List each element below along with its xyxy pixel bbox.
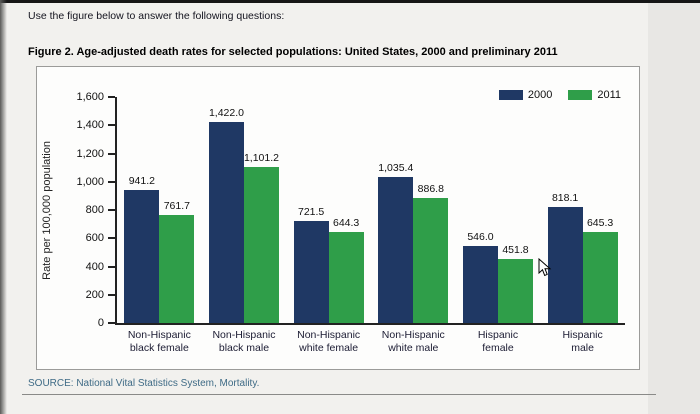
bar-value-label: 818.1	[551, 192, 579, 205]
category-label: Non-Hispanic black male	[212, 329, 276, 355]
y-tick-mark	[108, 293, 115, 296]
bar-2011: 645.3	[582, 217, 618, 323]
bar-group: 1,422.0 1,101.2 Non-Hispanic black male	[209, 97, 279, 354]
category-label: Non-Hispanic white female	[297, 329, 361, 355]
y-axis-tick: 600	[45, 232, 115, 244]
page-right-margin	[648, 3, 700, 414]
source-text: SOURCE: National Vital Statistics System…	[28, 378, 260, 389]
chart-legend: 2000 2011	[498, 89, 621, 101]
bar-2000: 941.2	[124, 175, 160, 323]
y-tick-mark	[108, 152, 115, 155]
y-tick-label: 200	[85, 288, 104, 301]
mouse-cursor-icon	[538, 258, 552, 277]
bar-group: 1,035.4 886.8 Non-Hispanic white male	[378, 97, 449, 354]
y-tick-label: 1,600	[76, 91, 104, 103]
y-axis-tick: 1,000	[45, 176, 115, 188]
divider-line	[22, 394, 656, 395]
bar-2011: 761.7	[159, 200, 195, 323]
category-label: Hispanic male	[562, 329, 603, 355]
legend-item-2000: 2000	[498, 89, 553, 101]
screen-left-edge	[0, 0, 7, 414]
legend-item-2011: 2011	[568, 89, 621, 101]
y-axis-ticks: 1,600 1,400 1,200 1,000 800 600 400 200 0	[45, 91, 115, 329]
bar-2000: 818.1	[547, 192, 583, 323]
y-tick-mark	[108, 209, 115, 211]
y-tick-label: 1,200	[76, 147, 104, 160]
bar-value-label: 1,422.0	[208, 107, 245, 120]
bar-2011: 886.8	[413, 183, 449, 323]
y-tick-label: 0	[97, 317, 104, 329]
bar-group: 721.5 644.3 Non-Hispanic white female	[293, 97, 364, 354]
y-tick-label: 400	[85, 260, 104, 273]
bar-2011: 644.3	[328, 217, 364, 323]
y-tick-mark	[108, 124, 115, 127]
category-label: Hispanic female	[477, 329, 519, 355]
y-axis-tick: 1,200	[45, 148, 115, 160]
bar-value-label: 451.8	[502, 244, 529, 257]
bar-group: 818.1 645.3 Hispanic male	[547, 97, 618, 354]
bar-group: 941.2 761.7 Non-Hispanic black female	[124, 97, 195, 354]
y-tick-mark	[108, 96, 115, 98]
plot-area: 1,600 1,400 1,200 1,000 800 600 400 200 0 941.2 7…	[76, 91, 625, 354]
legend-swatch-icon	[498, 90, 523, 100]
bar-value-label: 721.5	[298, 206, 325, 219]
y-axis-tick: 800	[45, 204, 115, 216]
legend-label: 2000	[527, 89, 553, 101]
y-tick-label: 1,400	[76, 119, 104, 132]
y-axis-tick: 1,600	[45, 91, 115, 103]
bar-2000: 1,422.0	[209, 107, 244, 323]
category-label: Non-Hispanic white male	[381, 329, 445, 355]
bar-2011: 451.8	[497, 244, 533, 323]
y-tick-label: 600	[85, 232, 104, 245]
bars-row: 941.2 761.7 Non-Hispanic black female 1,422.…	[117, 97, 625, 354]
y-axis-tick: 200	[45, 289, 115, 301]
y-axis-tick: 1,400	[45, 119, 115, 131]
legend-label: 2011	[597, 89, 621, 101]
bar-value-label: 886.8	[417, 182, 444, 195]
bar-value-label: 645.3	[586, 216, 614, 229]
y-tick-mark	[108, 322, 115, 324]
category-label: Non-Hispanic black female	[127, 329, 191, 355]
y-tick-mark	[108, 180, 115, 183]
bar-value-label: 1,035.4	[378, 161, 414, 174]
screen-top-edge	[0, 0, 700, 3]
chart-panel: 2000 2011 Rate per 100,000 population 1,6…	[36, 66, 640, 370]
y-tick-label: 800	[85, 204, 104, 216]
bar-value-label: 761.7	[163, 200, 190, 213]
bar-value-label: 1,101.2	[243, 152, 280, 165]
bar-2000: 1,035.4	[378, 162, 413, 323]
figure-title: Figure 2. Age-adjusted death rates for s…	[28, 46, 558, 58]
bar-value-label: 546.0	[467, 230, 494, 243]
bar-value-label: 941.2	[128, 175, 155, 188]
bar-value-label: 644.3	[333, 217, 360, 229]
legend-swatch-icon	[568, 90, 593, 100]
y-axis-tick: 0	[45, 317, 115, 329]
y-tick-mark	[108, 237, 115, 240]
instruction-text: Use the figure below to answer the follo…	[28, 10, 285, 22]
y-tick-label: 1,000	[76, 175, 104, 188]
bar-2000: 721.5	[293, 206, 329, 323]
y-axis-tick: 400	[45, 261, 115, 273]
bar-2011: 1,101.2	[244, 152, 279, 323]
bar-2000: 546.0	[462, 231, 498, 323]
y-tick-mark	[108, 265, 115, 268]
bar-group: 546.0 451.8 Hispanic female	[462, 97, 533, 354]
